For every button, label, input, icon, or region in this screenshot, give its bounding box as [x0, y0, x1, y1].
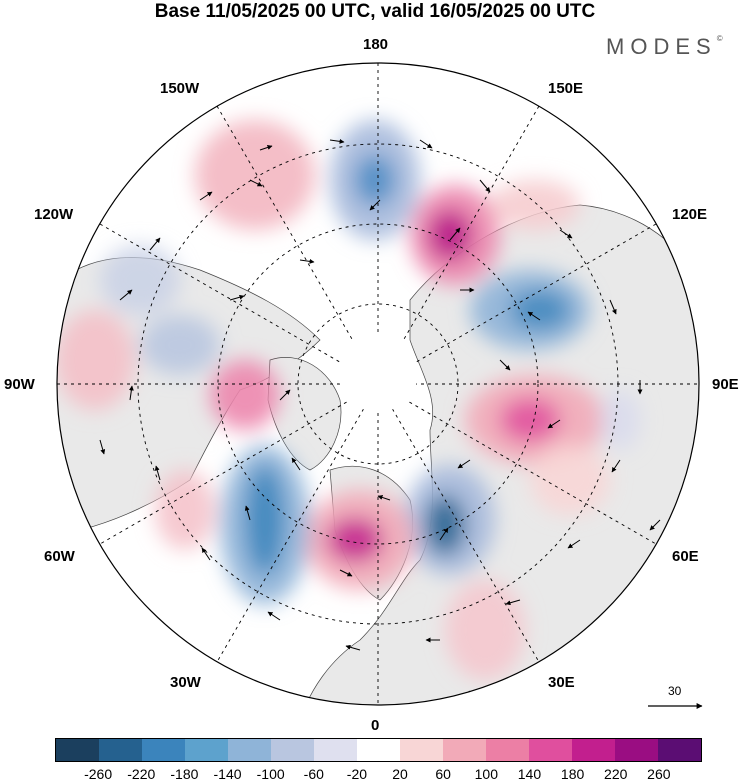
colorbar-tick-label: 140	[517, 766, 542, 782]
vector-scale-label: 30	[668, 684, 682, 698]
colorbar-tick-label: -180	[170, 766, 199, 782]
modes-logo: MODES©	[606, 34, 723, 60]
lon-label-30e: 30E	[548, 674, 575, 691]
graticule	[57, 63, 699, 705]
colorbar-tick-label: -220	[127, 766, 156, 782]
colorbar-segment	[443, 739, 486, 761]
lon-label-0: 0	[371, 717, 380, 734]
lon-label-180: 180	[363, 36, 389, 53]
wind-vectors	[99, 138, 661, 696]
colorbar-segment	[271, 739, 314, 761]
colorbar-segment	[529, 739, 572, 761]
colorbar-segment	[314, 739, 357, 761]
colorbar-segment	[572, 739, 615, 761]
colorbar-segment	[56, 739, 99, 761]
map-border	[56, 62, 700, 706]
colorbar-tick-label: 180	[560, 766, 585, 782]
colorbar-tick-label: 100	[474, 766, 498, 782]
colorbar-segment	[142, 739, 185, 761]
colorbar-segment	[228, 739, 271, 761]
colorbar-segment	[400, 739, 443, 761]
lon-label-120e: 120E	[672, 206, 708, 223]
colorbar-segment	[357, 739, 400, 761]
lon-label-120w: 120W	[34, 206, 74, 223]
colorbar-tick-label: 220	[604, 766, 628, 782]
colorbar-tick-label: -140	[213, 766, 242, 782]
colorbar-tick-label: 20	[392, 766, 408, 782]
lon-label-30w: 30W	[170, 674, 201, 691]
pole-gap	[338, 332, 418, 412]
map-disk	[57, 63, 699, 705]
lon-label-90e: 90E	[712, 376, 739, 393]
map-title: Base 11/05/2025 00 UTC, valid 16/05/2025…	[154, 1, 596, 22]
lon-label-150e: 150E	[548, 80, 584, 97]
colorbar-segment	[486, 739, 529, 761]
brand-mark: ©	[716, 34, 723, 43]
colorbar	[55, 738, 702, 762]
lon-label-90w: 90W	[4, 376, 35, 393]
land-greenland	[267, 357, 342, 471]
lon-label-60e: 60E	[672, 548, 699, 565]
colorbar-segment	[658, 739, 701, 761]
colorbar-tick-label: -60	[303, 766, 324, 782]
colorbar-tick-label: 260	[647, 766, 671, 782]
anomaly-field	[57, 120, 640, 680]
lon-label-150w: 150W	[160, 80, 200, 97]
colorbar-segment	[99, 739, 142, 761]
colorbar-segment	[185, 739, 228, 761]
lon-label-60w: 60W	[44, 548, 75, 565]
colorbar-tick-label: 60	[435, 766, 451, 782]
colorbar-tick-label: -260	[84, 766, 113, 782]
brand-text: MODES	[606, 34, 717, 59]
colorbar-ticks: -260 -220 -180 -140 -100 -60 -20 20 60 100 140 180 2…	[0, 766, 750, 784]
colorbar-tick-label: -20	[346, 766, 368, 782]
colorbar-tick-label: -100	[256, 766, 285, 782]
colorbar-segment	[615, 739, 658, 761]
